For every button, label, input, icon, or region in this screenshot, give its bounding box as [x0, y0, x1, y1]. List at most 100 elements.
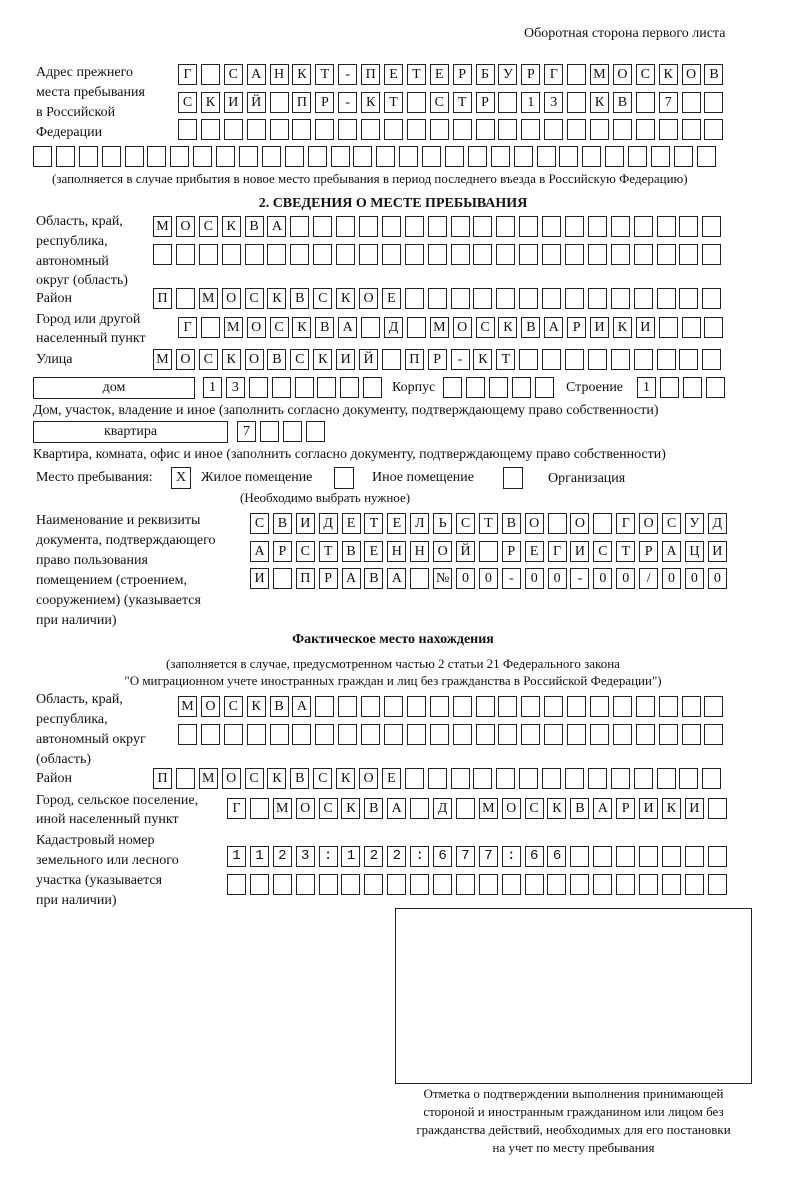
char-cell[interactable] [376, 146, 396, 167]
char-cell[interactable] [567, 119, 587, 140]
char-cell[interactable] [330, 146, 350, 167]
char-cell[interactable]: Г [227, 798, 246, 819]
char-cell[interactable] [445, 146, 465, 167]
char-cell[interactable] [542, 216, 562, 237]
char-cell[interactable] [565, 244, 585, 265]
char-cell[interactable]: Т [406, 64, 426, 85]
char-cell[interactable] [587, 768, 607, 789]
char-cell[interactable] [702, 216, 722, 237]
char-cell[interactable]: С [223, 64, 243, 85]
char-cell[interactable]: О [175, 349, 195, 370]
char-cell[interactable]: П [404, 349, 424, 370]
char-cell[interactable] [682, 377, 702, 398]
char-cell[interactable]: Р [501, 541, 521, 562]
char-cell[interactable]: Р [521, 64, 541, 85]
char-cell[interactable] [452, 119, 472, 140]
option-checkbox-inoe[interactable] [334, 467, 354, 489]
char-cell[interactable] [363, 377, 383, 398]
char-cell[interactable] [450, 244, 470, 265]
char-cell[interactable]: К [221, 216, 241, 237]
char-cell[interactable] [473, 244, 493, 265]
char-cell[interactable] [359, 216, 379, 237]
char-cell[interactable]: Д [707, 513, 727, 534]
char-cell[interactable]: К [292, 64, 312, 85]
char-cell[interactable]: Г [547, 541, 567, 562]
char-cell[interactable]: 0 [478, 568, 498, 589]
char-cell[interactable] [565, 288, 585, 309]
char-cell[interactable] [261, 146, 281, 167]
char-cell[interactable] [452, 696, 472, 717]
char-cell[interactable]: И [295, 513, 315, 534]
char-cell[interactable] [681, 317, 701, 338]
char-cell[interactable]: И [635, 317, 655, 338]
char-cell[interactable]: Г [544, 64, 564, 85]
char-cell[interactable] [353, 146, 373, 167]
char-cell[interactable]: С [313, 768, 333, 789]
char-cell[interactable] [248, 377, 268, 398]
char-cell[interactable]: В [272, 513, 292, 534]
char-cell[interactable]: О [221, 768, 241, 789]
char-cell[interactable] [681, 119, 701, 140]
char-cell[interactable] [658, 696, 678, 717]
char-cell[interactable] [587, 349, 607, 370]
char-cell[interactable]: М [223, 317, 243, 338]
char-cell[interactable]: 0 [616, 568, 636, 589]
char-cell[interactable]: В [612, 92, 632, 113]
char-cell[interactable] [433, 846, 453, 867]
char-cell[interactable] [704, 317, 724, 338]
char-cell[interactable] [704, 119, 724, 140]
char-cell[interactable] [227, 846, 246, 867]
char-cell[interactable]: С [198, 349, 218, 370]
char-cell[interactable] [635, 696, 655, 717]
char-cell[interactable]: О [681, 64, 701, 85]
char-cell[interactable] [361, 696, 381, 717]
char-cell[interactable]: Г [178, 64, 197, 85]
char-cell[interactable] [272, 568, 292, 589]
char-cell[interactable]: А [387, 798, 407, 819]
char-cell[interactable] [246, 724, 266, 745]
char-cell[interactable]: - [570, 568, 590, 589]
char-cell[interactable] [170, 146, 190, 167]
char-cell[interactable]: В [570, 798, 590, 819]
char-cell[interactable]: А [593, 798, 613, 819]
char-cell[interactable] [633, 288, 653, 309]
char-cell[interactable]: В [267, 349, 287, 370]
char-cell[interactable] [612, 696, 632, 717]
char-cell[interactable] [406, 696, 426, 717]
char-cell[interactable]: Н [410, 541, 430, 562]
char-cell[interactable]: Т [318, 541, 338, 562]
char-cell[interactable]: 0 [524, 568, 544, 589]
char-cell[interactable] [567, 696, 587, 717]
char-cell[interactable] [216, 146, 236, 167]
char-cell[interactable]: С [593, 541, 613, 562]
char-cell[interactable] [404, 288, 424, 309]
char-cell[interactable] [610, 244, 630, 265]
char-cell[interactable]: С [524, 798, 544, 819]
char-cell[interactable]: О [524, 513, 544, 534]
char-cell[interactable]: И [570, 541, 590, 562]
char-cell[interactable] [361, 119, 381, 140]
char-cell[interactable] [387, 874, 407, 895]
char-cell[interactable]: М [178, 696, 197, 717]
char-cell[interactable] [684, 846, 704, 867]
char-cell[interactable] [656, 768, 676, 789]
char-cell[interactable]: - [338, 92, 358, 113]
char-cell[interactable] [381, 244, 401, 265]
char-cell[interactable] [610, 349, 630, 370]
char-cell[interactable] [175, 288, 195, 309]
char-cell[interactable] [246, 119, 266, 140]
char-cell[interactable]: Т [478, 513, 498, 534]
char-cell[interactable] [661, 874, 681, 895]
char-cell[interactable]: Р [452, 64, 472, 85]
char-cell[interactable] [406, 92, 426, 113]
char-cell[interactable]: К [473, 349, 493, 370]
char-cell[interactable]: К [498, 317, 518, 338]
char-cell[interactable]: И [223, 92, 243, 113]
char-cell[interactable] [488, 377, 508, 398]
char-cell[interactable] [429, 724, 449, 745]
char-cell[interactable] [467, 146, 487, 167]
